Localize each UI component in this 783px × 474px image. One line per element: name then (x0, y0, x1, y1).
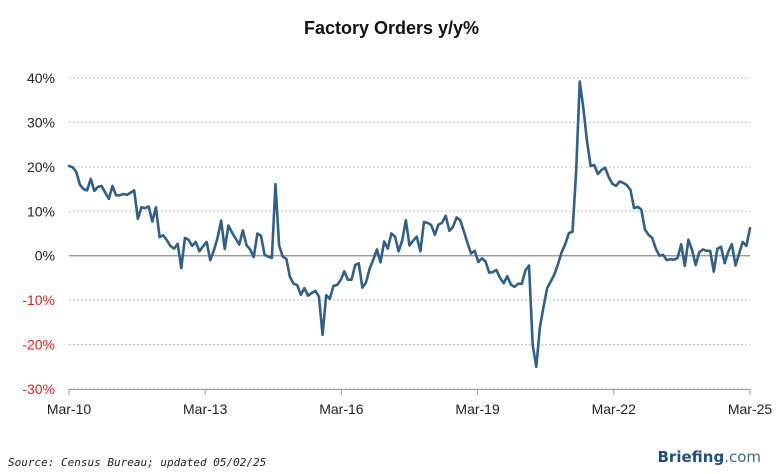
x-tick-label: Mar-16 (319, 401, 364, 417)
y-tick-label: 10% (27, 203, 55, 219)
x-tick-label: Mar-10 (47, 401, 92, 417)
y-tick-label: 0% (35, 248, 55, 264)
y-tick-label: -30% (22, 381, 55, 397)
briefing-logo: Briefing.com (658, 448, 762, 466)
y-tick-label: 40% (27, 70, 55, 86)
brand-suffix: .com (724, 448, 761, 466)
source-note: Source: Census Bureau; updated 05/02/25 (8, 456, 267, 469)
y-tick-label: 30% (27, 114, 55, 130)
series-line (67, 80, 752, 369)
brand-name: Briefing (657, 448, 725, 466)
chart-title: Factory Orders y/y% (303, 18, 480, 38)
y-tick-label: -10% (22, 292, 55, 308)
x-tick-label: Mar-19 (455, 401, 500, 417)
x-tick-label: Mar-13 (183, 401, 228, 417)
y-tick-label: 20% (27, 159, 55, 175)
x-tick-label: Mar-22 (592, 401, 637, 417)
x-tick-label: Mar-25 (728, 401, 773, 417)
y-tick-label: -20% (22, 337, 55, 353)
